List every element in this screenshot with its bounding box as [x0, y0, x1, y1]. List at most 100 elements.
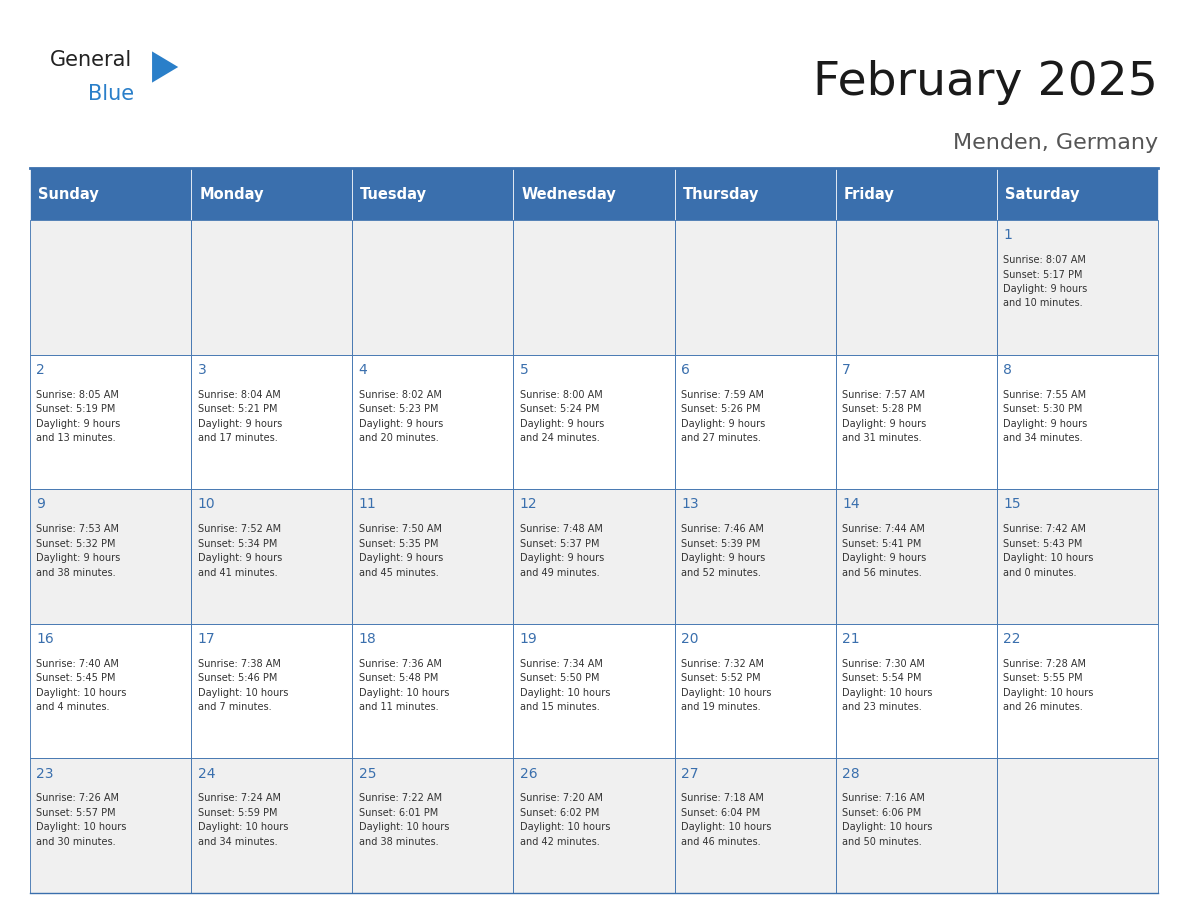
Bar	[513, 624, 675, 758]
Text: 23: 23	[37, 767, 53, 780]
Text: Sunrise: 8:00 AM
Sunset: 5:24 PM
Daylight: 9 hours
and 24 minutes.: Sunrise: 8:00 AM Sunset: 5:24 PM Dayligh…	[520, 390, 605, 443]
Polygon shape	[152, 51, 178, 83]
Bar	[835, 624, 997, 758]
Text: 3: 3	[197, 363, 207, 376]
Bar	[353, 220, 513, 354]
Text: Sunrise: 7:32 AM
Sunset: 5:52 PM
Daylight: 10 hours
and 19 minutes.: Sunrise: 7:32 AM Sunset: 5:52 PM Dayligh…	[681, 659, 771, 712]
Text: Sunrise: 8:07 AM
Sunset: 5:17 PM
Daylight: 9 hours
and 10 minutes.: Sunrise: 8:07 AM Sunset: 5:17 PM Dayligh…	[1004, 255, 1087, 308]
Text: Sunrise: 7:16 AM
Sunset: 6:06 PM
Daylight: 10 hours
and 50 minutes.: Sunrise: 7:16 AM Sunset: 6:06 PM Dayligh…	[842, 793, 933, 846]
Text: 9: 9	[37, 498, 45, 511]
Bar	[353, 489, 513, 624]
Bar	[191, 168, 353, 220]
Text: Sunrise: 8:04 AM
Sunset: 5:21 PM
Daylight: 9 hours
and 17 minutes.: Sunrise: 8:04 AM Sunset: 5:21 PM Dayligh…	[197, 390, 282, 443]
Bar	[353, 168, 513, 220]
Text: Sunrise: 7:22 AM
Sunset: 6:01 PM
Daylight: 10 hours
and 38 minutes.: Sunrise: 7:22 AM Sunset: 6:01 PM Dayligh…	[359, 793, 449, 846]
Text: Saturday: Saturday	[1005, 186, 1080, 202]
Text: 8: 8	[1004, 363, 1012, 376]
Bar	[997, 758, 1158, 893]
Text: Tuesday: Tuesday	[360, 186, 428, 202]
Text: Sunrise: 8:05 AM
Sunset: 5:19 PM
Daylight: 9 hours
and 13 minutes.: Sunrise: 8:05 AM Sunset: 5:19 PM Dayligh…	[37, 390, 121, 443]
Bar	[513, 758, 675, 893]
Text: 15: 15	[1004, 498, 1020, 511]
Text: Sunrise: 7:28 AM
Sunset: 5:55 PM
Daylight: 10 hours
and 26 minutes.: Sunrise: 7:28 AM Sunset: 5:55 PM Dayligh…	[1004, 659, 1094, 712]
Bar	[353, 758, 513, 893]
Bar	[30, 758, 191, 893]
Text: 5: 5	[520, 363, 529, 376]
Bar	[835, 489, 997, 624]
Text: Sunrise: 8:02 AM
Sunset: 5:23 PM
Daylight: 9 hours
and 20 minutes.: Sunrise: 8:02 AM Sunset: 5:23 PM Dayligh…	[359, 390, 443, 443]
Text: 12: 12	[520, 498, 537, 511]
Text: Monday: Monday	[200, 186, 264, 202]
Bar	[30, 354, 191, 489]
Text: Sunrise: 7:36 AM
Sunset: 5:48 PM
Daylight: 10 hours
and 11 minutes.: Sunrise: 7:36 AM Sunset: 5:48 PM Dayligh…	[359, 659, 449, 712]
Text: Sunrise: 7:52 AM
Sunset: 5:34 PM
Daylight: 9 hours
and 41 minutes.: Sunrise: 7:52 AM Sunset: 5:34 PM Dayligh…	[197, 524, 282, 577]
Bar	[513, 354, 675, 489]
Text: 4: 4	[359, 363, 367, 376]
Bar	[997, 489, 1158, 624]
Text: Sunrise: 7:53 AM
Sunset: 5:32 PM
Daylight: 9 hours
and 38 minutes.: Sunrise: 7:53 AM Sunset: 5:32 PM Dayligh…	[37, 524, 121, 577]
Bar	[30, 220, 191, 354]
Bar	[513, 168, 675, 220]
Text: February 2025: February 2025	[814, 60, 1158, 105]
Text: 27: 27	[681, 767, 699, 780]
Text: 2: 2	[37, 363, 45, 376]
Text: 14: 14	[842, 498, 860, 511]
Bar	[191, 489, 353, 624]
Text: Sunday: Sunday	[38, 186, 99, 202]
Text: Sunrise: 7:30 AM
Sunset: 5:54 PM
Daylight: 10 hours
and 23 minutes.: Sunrise: 7:30 AM Sunset: 5:54 PM Dayligh…	[842, 659, 933, 712]
Bar	[675, 354, 835, 489]
Text: Sunrise: 7:38 AM
Sunset: 5:46 PM
Daylight: 10 hours
and 7 minutes.: Sunrise: 7:38 AM Sunset: 5:46 PM Dayligh…	[197, 659, 287, 712]
Text: 21: 21	[842, 632, 860, 646]
Text: 26: 26	[520, 767, 537, 780]
Text: Sunrise: 7:20 AM
Sunset: 6:02 PM
Daylight: 10 hours
and 42 minutes.: Sunrise: 7:20 AM Sunset: 6:02 PM Dayligh…	[520, 793, 611, 846]
Text: 6: 6	[681, 363, 690, 376]
Text: Sunrise: 7:50 AM
Sunset: 5:35 PM
Daylight: 9 hours
and 45 minutes.: Sunrise: 7:50 AM Sunset: 5:35 PM Dayligh…	[359, 524, 443, 577]
Text: 24: 24	[197, 767, 215, 780]
Bar	[191, 624, 353, 758]
Text: 17: 17	[197, 632, 215, 646]
Text: 28: 28	[842, 767, 860, 780]
Text: 20: 20	[681, 632, 699, 646]
Text: Sunrise: 7:40 AM
Sunset: 5:45 PM
Daylight: 10 hours
and 4 minutes.: Sunrise: 7:40 AM Sunset: 5:45 PM Dayligh…	[37, 659, 127, 712]
Bar	[835, 168, 997, 220]
Bar	[835, 758, 997, 893]
Text: Sunrise: 7:46 AM
Sunset: 5:39 PM
Daylight: 9 hours
and 52 minutes.: Sunrise: 7:46 AM Sunset: 5:39 PM Dayligh…	[681, 524, 765, 577]
Text: 1: 1	[1004, 229, 1012, 242]
Bar	[191, 354, 353, 489]
Text: Sunrise: 7:59 AM
Sunset: 5:26 PM
Daylight: 9 hours
and 27 minutes.: Sunrise: 7:59 AM Sunset: 5:26 PM Dayligh…	[681, 390, 765, 443]
Bar	[191, 758, 353, 893]
Bar	[30, 168, 191, 220]
Bar	[353, 624, 513, 758]
Text: Sunrise: 7:55 AM
Sunset: 5:30 PM
Daylight: 9 hours
and 34 minutes.: Sunrise: 7:55 AM Sunset: 5:30 PM Dayligh…	[1004, 390, 1087, 443]
Text: Sunrise: 7:42 AM
Sunset: 5:43 PM
Daylight: 10 hours
and 0 minutes.: Sunrise: 7:42 AM Sunset: 5:43 PM Dayligh…	[1004, 524, 1094, 577]
Text: Sunrise: 7:57 AM
Sunset: 5:28 PM
Daylight: 9 hours
and 31 minutes.: Sunrise: 7:57 AM Sunset: 5:28 PM Dayligh…	[842, 390, 927, 443]
Text: Friday: Friday	[843, 186, 895, 202]
Text: 11: 11	[359, 498, 377, 511]
Bar	[513, 489, 675, 624]
Bar	[997, 168, 1158, 220]
Text: Thursday: Thursday	[683, 186, 759, 202]
Bar	[675, 489, 835, 624]
Bar	[30, 624, 191, 758]
Text: Sunrise: 7:26 AM
Sunset: 5:57 PM
Daylight: 10 hours
and 30 minutes.: Sunrise: 7:26 AM Sunset: 5:57 PM Dayligh…	[37, 793, 127, 846]
Bar	[997, 354, 1158, 489]
Bar	[675, 758, 835, 893]
Text: Blue: Blue	[88, 84, 134, 105]
Text: Sunrise: 7:34 AM
Sunset: 5:50 PM
Daylight: 10 hours
and 15 minutes.: Sunrise: 7:34 AM Sunset: 5:50 PM Dayligh…	[520, 659, 611, 712]
Text: 16: 16	[37, 632, 55, 646]
Bar	[997, 220, 1158, 354]
Text: 7: 7	[842, 363, 851, 376]
Text: General: General	[50, 50, 132, 71]
Bar	[675, 624, 835, 758]
Bar	[513, 220, 675, 354]
Text: 13: 13	[681, 498, 699, 511]
Text: 25: 25	[359, 767, 377, 780]
Text: 22: 22	[1004, 632, 1020, 646]
Text: 19: 19	[520, 632, 538, 646]
Bar	[835, 220, 997, 354]
Text: 18: 18	[359, 632, 377, 646]
Text: Wednesday: Wednesday	[522, 186, 617, 202]
Bar	[30, 489, 191, 624]
Text: Sunrise: 7:44 AM
Sunset: 5:41 PM
Daylight: 9 hours
and 56 minutes.: Sunrise: 7:44 AM Sunset: 5:41 PM Dayligh…	[842, 524, 927, 577]
Bar	[997, 624, 1158, 758]
